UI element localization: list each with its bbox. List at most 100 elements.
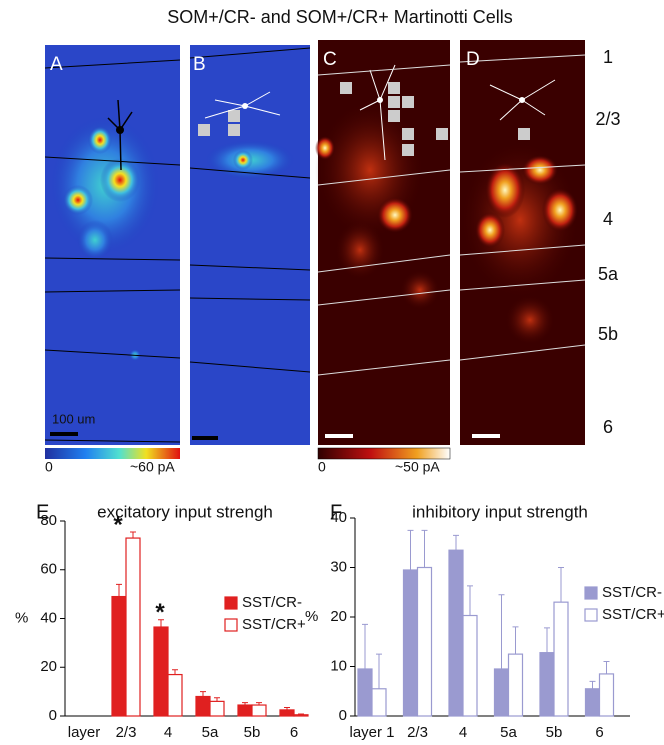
- error-bar: [298, 713, 304, 715]
- chart-title: inhibitory input strength: [412, 502, 588, 521]
- x-tick-label: layer: [68, 724, 101, 741]
- y-tick-label: 40: [40, 609, 57, 626]
- layer-label: 1: [603, 47, 613, 67]
- x-tick-label: 5b: [546, 724, 563, 741]
- error-bar: [200, 691, 206, 697]
- bar: [125, 537, 141, 717]
- x-tick-label: 2/3: [407, 724, 428, 741]
- legend-label: SST/CR-: [242, 594, 302, 611]
- layer-label: 5b: [598, 324, 618, 344]
- panel-label: D: [466, 49, 480, 70]
- chart-title: excitatory input strengh: [97, 502, 273, 521]
- scale-bar-label: 100 um: [52, 411, 95, 426]
- panel-a: [45, 45, 180, 445]
- legend-swatch: [584, 608, 598, 622]
- bar: [195, 695, 211, 717]
- x-tick-label: 6: [595, 724, 603, 741]
- layer-label: 4: [603, 209, 613, 229]
- error-bar: [544, 627, 550, 653]
- y-tick-label: 0: [339, 707, 347, 724]
- bar: [416, 566, 433, 717]
- error-bar: [498, 594, 505, 669]
- panel-label: B: [193, 54, 206, 75]
- error-bar: [284, 706, 290, 710]
- error-bar: [421, 529, 428, 568]
- bar: [237, 704, 253, 717]
- y-tick-label: 80: [40, 512, 57, 529]
- error-bar: [467, 585, 473, 616]
- y-tick-label: 10: [330, 657, 347, 674]
- layer-label: 6: [603, 417, 613, 437]
- panel-b: [190, 45, 310, 445]
- y-axis-label: %: [15, 609, 28, 626]
- error-bar: [362, 623, 368, 669]
- error-bar: [172, 669, 178, 675]
- bar: [153, 626, 169, 717]
- colorbar: [45, 448, 180, 459]
- y-tick-label: 60: [40, 561, 57, 578]
- colorbar-min: 0: [318, 459, 326, 475]
- bar: [507, 653, 524, 717]
- error-bar: [214, 697, 220, 702]
- error-bar: [256, 702, 262, 706]
- bar: [402, 569, 419, 717]
- x-tick-label: 5b: [244, 724, 261, 741]
- error-bar: [603, 661, 610, 674]
- bar: [357, 668, 373, 717]
- x-tick-label: 4: [459, 724, 467, 741]
- layer-boundaries: [44, 47, 586, 443]
- legend-label: SST/CR+: [602, 606, 664, 623]
- error-bar: [407, 529, 414, 570]
- colorbar-max: ~60 pA: [130, 459, 175, 475]
- colorbar-min: 0: [45, 459, 53, 475]
- legend-swatch: [224, 618, 238, 632]
- legend-swatch: [584, 586, 598, 600]
- x-tick-label: 4: [164, 724, 172, 741]
- legend-swatch: [224, 596, 238, 610]
- panel-d: [460, 40, 585, 445]
- x-tick-label: 5a: [202, 724, 219, 741]
- y-tick-label: 20: [40, 658, 57, 675]
- error-bar: [453, 534, 459, 551]
- y-tick-label: 20: [330, 608, 347, 625]
- error-bar: [116, 583, 122, 597]
- bar: [448, 549, 464, 717]
- colorbar: [317, 447, 451, 460]
- panel-label: F: [330, 501, 342, 523]
- x-tick-label: 5a: [500, 724, 517, 741]
- error-bar: [158, 619, 164, 628]
- x-tick-label: 6: [290, 724, 298, 741]
- x-tick-label: layer 1: [349, 724, 394, 741]
- bar: [598, 673, 615, 717]
- panel-c: [315, 40, 450, 445]
- error-bar: [512, 626, 519, 655]
- error-bar: [589, 680, 596, 689]
- layer-label: 2/3: [595, 109, 620, 129]
- bar: [462, 614, 478, 717]
- error-bar: [558, 567, 564, 603]
- bar: [167, 673, 183, 717]
- annotation: *: [155, 599, 165, 626]
- y-tick-label: 0: [49, 707, 57, 724]
- annotation: *: [113, 511, 123, 538]
- bar: [584, 688, 601, 717]
- error-bar: [130, 531, 136, 539]
- legend-label: SST/CR+: [242, 616, 306, 633]
- bar: [251, 704, 267, 717]
- panel-label: E: [36, 501, 49, 523]
- figure-title: SOM+/CR- and SOM+/CR+ Martinotti Cells: [167, 7, 513, 27]
- error-bar: [376, 653, 382, 689]
- bar: [279, 709, 295, 717]
- bar: [553, 601, 569, 717]
- x-tick-label: 2/3: [116, 724, 137, 741]
- bar: [539, 652, 555, 717]
- bar: [111, 595, 127, 717]
- legend-label: SST/CR-: [602, 584, 662, 601]
- y-tick-label: 40: [330, 509, 347, 526]
- bar: [493, 668, 510, 717]
- bar: [371, 688, 387, 717]
- bar: [209, 700, 225, 717]
- y-axis-label: %: [305, 608, 318, 625]
- layer-label: 5a: [598, 264, 619, 284]
